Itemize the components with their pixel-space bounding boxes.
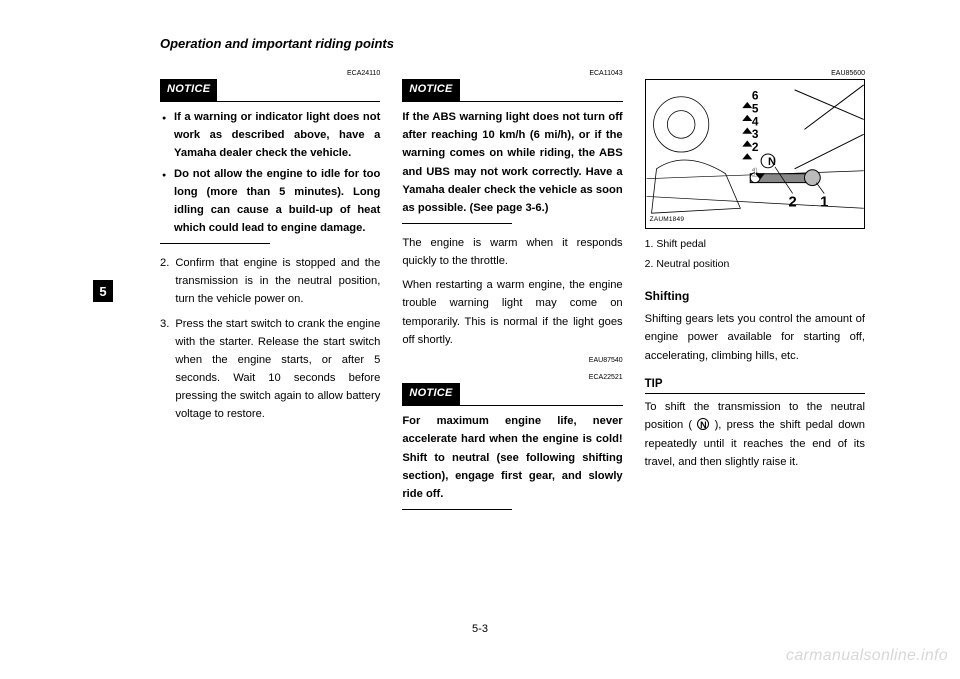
page-header: Operation and important riding points xyxy=(160,36,880,51)
notice-bullet-list: If a warning or indicator light does not… xyxy=(160,108,380,237)
notice-rule xyxy=(160,101,380,102)
eca-code: ECA24110 xyxy=(160,68,380,79)
notice-end-rule xyxy=(402,223,512,224)
column-3: EAU85600 xyxy=(645,62,865,614)
eau-code: EAU85600 xyxy=(645,68,865,79)
tip-text: To shift the transmission to the neutral… xyxy=(645,398,865,471)
eca-code: ECA11043 xyxy=(402,68,622,79)
notice-block-1: ECA24110 NOTICE If a warning or indicato… xyxy=(160,68,380,244)
notice-rule xyxy=(402,405,622,406)
figure-legend-2: 2. Neutral position xyxy=(645,257,865,273)
tip-rule xyxy=(645,393,865,394)
notice-bullet: If a warning or indicator light does not… xyxy=(160,108,380,162)
notice-label: NOTICE xyxy=(402,383,459,405)
gear-shift-svg: 6 5 4 3 2 N 1 xyxy=(646,80,864,228)
page-number: 5-3 xyxy=(0,623,960,635)
watermark: carmanualsonline.info xyxy=(786,647,948,665)
step-2: 2. Confirm that engine is stopped and th… xyxy=(160,254,380,308)
page: Operation and important riding points 5 … xyxy=(0,0,960,679)
notice-block-3: ECA22521 NOTICE For maximum engine life,… xyxy=(402,372,622,510)
eca-code: ECA22521 xyxy=(402,372,622,383)
figure-caption: ZAUM1849 xyxy=(650,215,684,226)
notice-label: NOTICE xyxy=(160,79,217,101)
svg-text:1: 1 xyxy=(752,166,759,180)
paragraph: When restarting a warm engine, the engin… xyxy=(402,276,622,349)
section-tab: 5 xyxy=(93,280,113,302)
step-text: Confirm that engine is stopped and the t… xyxy=(175,254,380,308)
eau-code: EAU87540 xyxy=(402,355,622,366)
column-2: ECA11043 NOTICE If the ABS warning light… xyxy=(402,62,622,614)
step-number: 3. xyxy=(160,315,169,424)
step-text: Press the start switch to crank the engi… xyxy=(175,315,380,424)
step-3: 3. Press the start switch to crank the e… xyxy=(160,315,380,424)
notice-label: NOTICE xyxy=(402,79,459,101)
neutral-glyph: N xyxy=(697,418,709,430)
column-1: ECA24110 NOTICE If a warning or indicato… xyxy=(160,62,380,614)
notice-rule xyxy=(402,101,622,102)
header-title: Operation and important riding points xyxy=(160,36,394,51)
shifting-section: Shifting Shifting gears lets you control… xyxy=(645,287,865,365)
section-number: 5 xyxy=(99,284,106,299)
gear-shift-figure: 6 5 4 3 2 N 1 xyxy=(645,79,865,229)
figure-legend-1: 1. Shift pedal xyxy=(645,237,865,253)
notice-end-rule xyxy=(402,509,512,510)
notice-block-2: ECA11043 NOTICE If the ABS warning light… xyxy=(402,68,622,224)
notice-text: For maximum engine life, never accelerat… xyxy=(402,412,622,503)
tip-block: TIP To shift the transmission to the neu… xyxy=(645,375,865,471)
step-number: 2. xyxy=(160,254,169,308)
svg-text:1: 1 xyxy=(820,195,828,211)
columns: ECA24110 NOTICE If a warning or indicato… xyxy=(160,62,865,614)
paragraph: Shifting gears lets you control the amou… xyxy=(645,310,865,364)
notice-text: If the ABS warning light does not turn o… xyxy=(402,108,622,217)
notice-end-rule xyxy=(160,243,270,244)
section-title: Shifting xyxy=(645,287,865,306)
svg-text:2: 2 xyxy=(788,195,796,211)
svg-text:2: 2 xyxy=(752,140,759,154)
tip-label: TIP xyxy=(645,375,865,394)
paragraph: The engine is warm when it responds quic… xyxy=(402,234,622,270)
notice-bullet: Do not allow the engine to idle for too … xyxy=(160,165,380,238)
